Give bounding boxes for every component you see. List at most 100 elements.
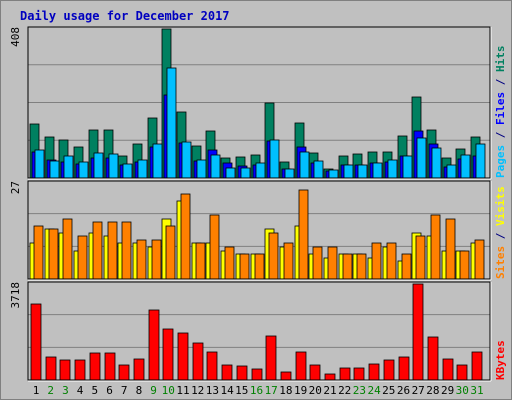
bar-sites-day-17 [268, 232, 279, 280]
bar-sites-day-26 [401, 253, 412, 280]
day-label-2: 2 [47, 384, 54, 397]
bar-sites-day-30 [459, 250, 470, 280]
bar-kbytes-day-20 [309, 364, 321, 381]
day-label-22: 22 [338, 384, 351, 397]
bar-pages-day-18 [284, 168, 295, 179]
side-legend: Pages / Files / Hits [494, 46, 507, 179]
day-label-18: 18 [279, 384, 292, 397]
bar-sites-day-6 [107, 221, 118, 280]
bar-kbytes-day-6 [104, 352, 116, 381]
panel-visits-sites: 27 Sites / Visits [9, 180, 507, 281]
bar-kbytes-day-14 [221, 364, 233, 381]
side-legend: KBytes [494, 340, 507, 380]
legend-part: Files [494, 92, 507, 125]
bar-pages-day-5 [93, 152, 104, 179]
legend-part: / [494, 226, 507, 246]
chart-title: Daily usage for December 2017 [20, 9, 230, 23]
bar-pages-day-31 [475, 143, 486, 179]
bar-kbytes-day-4 [74, 359, 86, 381]
day-label-10: 10 [162, 384, 175, 397]
day-label-1: 1 [33, 384, 40, 397]
bar-kbytes-day-24 [368, 363, 380, 381]
side-legend: Sites / Visits [494, 186, 507, 279]
bar-pages-day-11 [181, 141, 192, 179]
bar-sites-day-23 [356, 253, 367, 280]
bar-pages-day-6 [108, 153, 119, 179]
day-label-12: 12 [191, 384, 204, 397]
bar-sites-day-24 [371, 242, 382, 280]
bar-pages-day-21 [328, 169, 339, 179]
bar-pages-day-4 [78, 161, 89, 179]
bar-sites-day-10 [165, 225, 176, 280]
bar-kbytes-day-15 [236, 365, 248, 381]
bar-sites-day-4 [77, 235, 88, 280]
day-label-7: 7 [121, 384, 128, 397]
bar-kbytes-day-25 [383, 359, 395, 381]
bar-sites-day-29 [445, 218, 456, 280]
bar-kbytes-day-10 [162, 328, 174, 381]
bar-pages-day-17 [269, 139, 280, 179]
legend-part: Sites [494, 246, 507, 279]
day-label-17: 17 [265, 384, 278, 397]
bar-kbytes-day-28 [427, 336, 439, 381]
bar-pages-day-9 [152, 143, 163, 179]
day-label-8: 8 [136, 384, 143, 397]
bar-kbytes-day-2 [45, 356, 57, 381]
bar-sites-day-22 [342, 253, 353, 280]
panel-border [27, 180, 491, 280]
bar-sites-day-31 [474, 239, 485, 280]
bar-kbytes-day-29 [442, 358, 454, 381]
legend-part: Pages [494, 145, 507, 178]
day-label-28: 28 [426, 384, 439, 397]
day-label-26: 26 [397, 384, 410, 397]
bar-kbytes-day-18 [280, 371, 292, 381]
day-label-11: 11 [176, 384, 189, 397]
panel-border [27, 26, 491, 179]
bar-sites-day-8 [136, 239, 147, 280]
bar-pages-day-10 [166, 67, 177, 179]
bar-pages-day-20 [313, 160, 324, 179]
legend-part: KBytes [494, 340, 507, 380]
day-label-9: 9 [150, 384, 157, 397]
bar-kbytes-day-31 [471, 351, 483, 381]
bar-kbytes-day-22 [339, 367, 351, 381]
bar-pages-day-28 [431, 147, 442, 179]
bar-kbytes-day-23 [353, 367, 365, 381]
bar-sites-day-25 [386, 242, 397, 280]
day-label-3: 3 [62, 384, 69, 397]
bar-sites-day-15 [239, 253, 250, 280]
bar-kbytes-day-27 [412, 283, 424, 381]
y-max-label: 408 [9, 27, 22, 47]
day-label-24: 24 [367, 384, 381, 397]
bar-kbytes-day-16 [251, 368, 263, 381]
bar-pages-day-2 [49, 160, 60, 179]
bar-sites-day-1 [33, 225, 44, 280]
day-label-14: 14 [220, 384, 234, 397]
bar-kbytes-day-1 [30, 303, 42, 381]
bar-pages-day-7 [122, 163, 133, 179]
bar-pages-day-25 [387, 159, 398, 179]
bar-sites-day-16 [254, 253, 265, 280]
bar-kbytes-day-17 [265, 335, 277, 381]
legend-part: / [494, 125, 507, 145]
bar-kbytes-day-3 [59, 359, 71, 381]
bar-pages-day-22 [343, 164, 354, 179]
day-label-25: 25 [382, 384, 395, 397]
bar-kbytes-day-9 [148, 309, 160, 381]
day-label-20: 20 [309, 384, 322, 397]
bar-kbytes-day-26 [398, 356, 410, 381]
bar-sites-day-20 [312, 246, 323, 280]
bar-pages-day-30 [460, 154, 471, 179]
bar-sites-day-21 [327, 246, 338, 280]
bar-sites-day-13 [209, 214, 220, 280]
legend-part: / [494, 72, 507, 92]
panel-hits-files-pages: 408 Pages / Files / Hits [9, 26, 507, 180]
bar-pages-day-26 [402, 155, 413, 179]
y-max-label: 3718 [9, 282, 22, 309]
bar-kbytes-day-5 [89, 352, 101, 381]
bar-sites-day-9 [151, 239, 162, 280]
panel-border [27, 281, 491, 381]
bar-pages-day-1 [34, 149, 45, 179]
